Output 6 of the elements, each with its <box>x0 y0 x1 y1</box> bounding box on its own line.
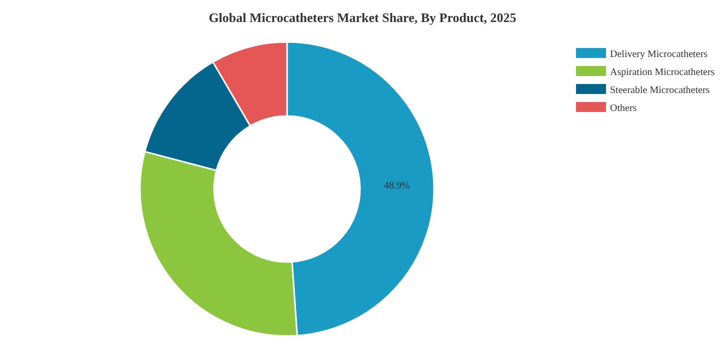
legend-label: Others <box>610 103 637 114</box>
legend-label: Aspiration Microcatheters <box>610 67 715 78</box>
chart-title: Global Microcatheters Market Share, By Product, 2025 <box>208 10 517 25</box>
legend-label: Steerable Microcatheters <box>610 85 710 96</box>
legend-label: Delivery Microcatheters <box>610 49 708 60</box>
data-label: 48.9% <box>384 180 410 192</box>
